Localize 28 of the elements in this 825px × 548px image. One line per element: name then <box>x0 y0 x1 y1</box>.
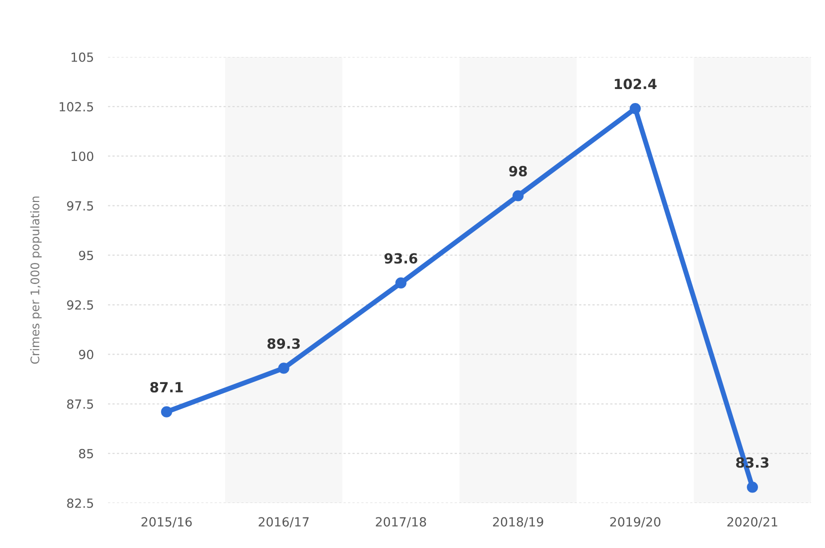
point <box>746 482 758 493</box>
data-label: 89.3 <box>267 338 300 349</box>
x-tick-label: 2019/20 <box>610 517 660 528</box>
x-tick-label: 2016/17 <box>258 517 309 528</box>
data-label: 102.4 <box>614 78 657 90</box>
y-tick-label: 85 <box>79 448 94 458</box>
y-tick-label: 97.5 <box>67 201 94 211</box>
data-label: 87.1 <box>150 382 183 392</box>
point <box>630 102 641 114</box>
data-label: 93.6 <box>384 253 418 264</box>
x-tick-label: 2017/18 <box>376 517 426 528</box>
y-axis-title: Crimes per 1,000 population <box>30 196 42 364</box>
x-tick-label: 2018/19 <box>493 517 544 528</box>
y-tick-label: 92.5 <box>67 300 94 310</box>
y-tick-label: 90 <box>78 350 94 360</box>
y-tick-label: 82.5 <box>67 498 94 508</box>
x-tick-label: 2015/16 <box>142 517 192 528</box>
point <box>161 406 172 418</box>
y-tick-label: 105 <box>72 52 94 62</box>
point <box>512 190 524 202</box>
data-label: 98 <box>509 166 527 176</box>
y-tick-label: 87.5 <box>67 399 94 409</box>
x-tick-label: 2020/21 <box>727 517 778 528</box>
point <box>395 277 406 289</box>
y-tick-label: 95 <box>78 250 94 260</box>
y-tick-label: 102.5 <box>60 102 94 112</box>
point <box>278 362 290 374</box>
y-tick-label: 100 <box>72 152 94 162</box>
